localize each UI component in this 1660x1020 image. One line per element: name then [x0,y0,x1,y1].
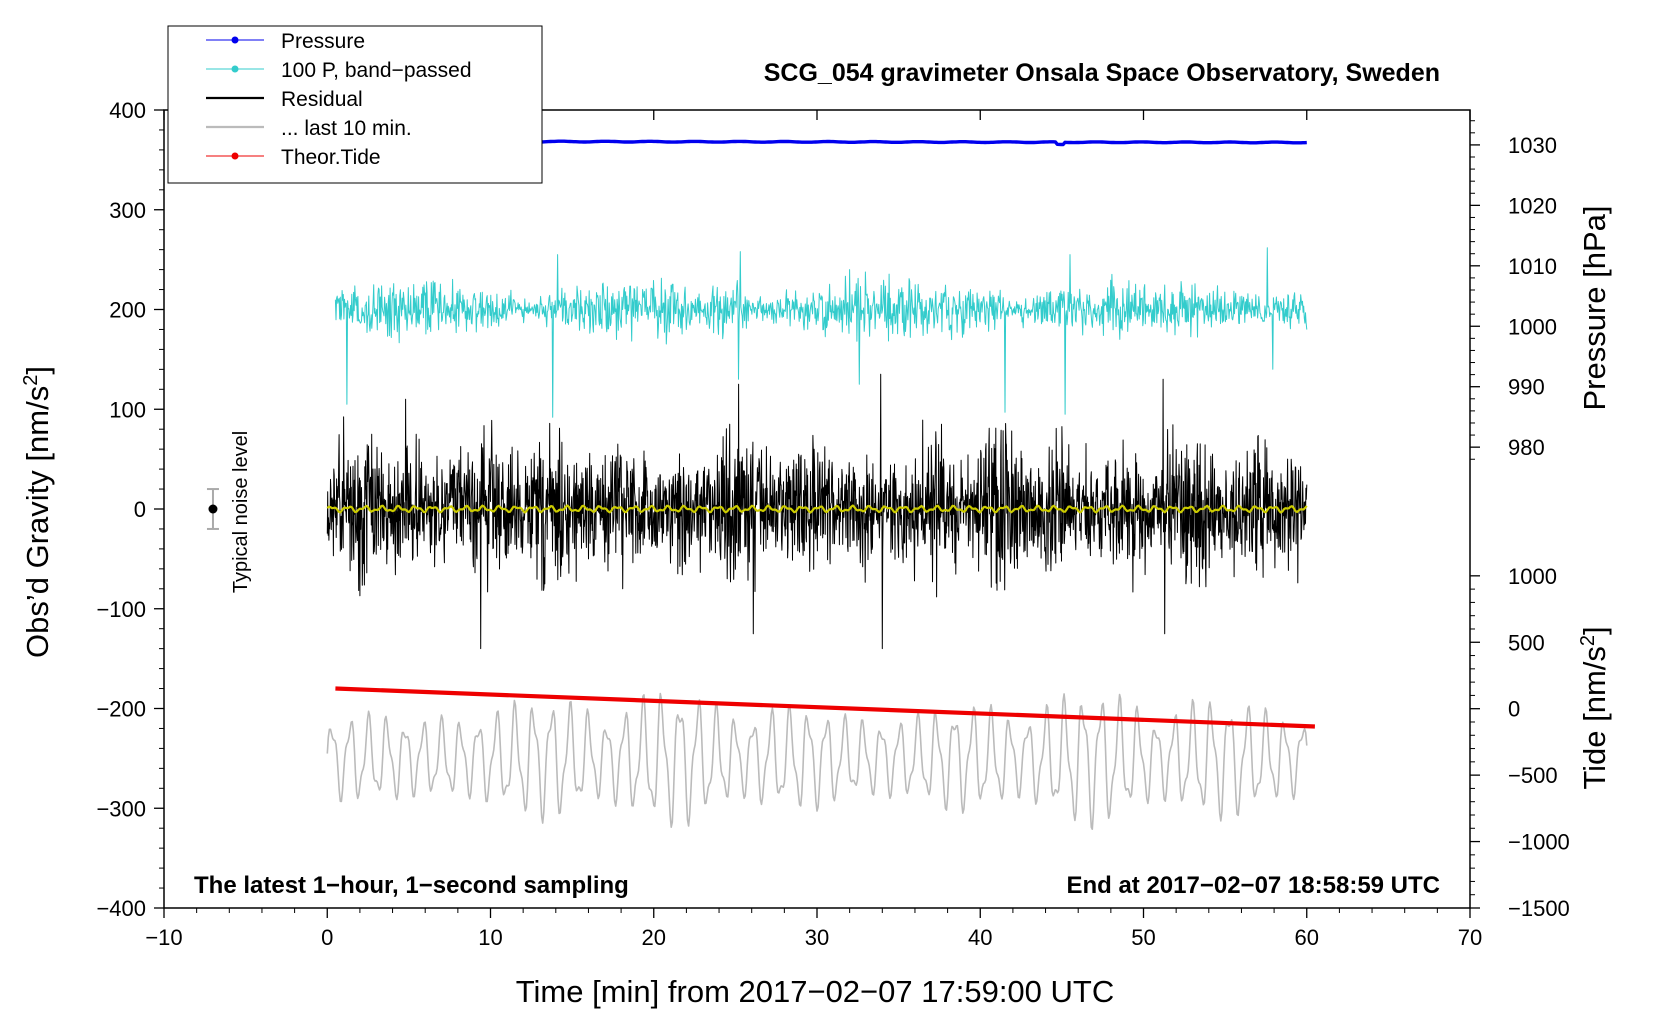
y-left-tick-label: 0 [134,497,146,522]
x-tick-label: 0 [321,925,333,950]
series-layer [326,139,1315,831]
y-left-tick-label: −400 [96,896,146,921]
legend-label: 100 P, band−passed [281,59,472,82]
y-axis-right-pressure: 1030 1020 1010 1000 990 980 [1470,120,1557,460]
y-left-tick-label: 400 [109,98,146,123]
series-residual-smoothed [326,504,1308,514]
y-left-tick-label: 300 [109,198,146,223]
y-axis-right-tide-label: Tide [nm/s2] [1577,626,1612,789]
chart-title: SCG_054 gravimeter Onsala Space Observat… [764,59,1440,87]
x-tick-label: −10 [145,925,182,950]
legend-label: Residual [281,88,363,111]
series-pressure-bandpassed [334,247,1308,418]
legend: Pressure 100 P, band−passed Residual ... la… [167,25,543,184]
sampling-note: The latest 1−hour, 1−second sampling [194,872,629,899]
pressure-tick-label: 1010 [1508,254,1557,279]
y-left-tick-label: 200 [109,298,146,323]
y-axis-left-label-close: ] [20,366,55,375]
y-left-tick-label: −200 [96,697,146,722]
legend-marker [231,36,239,44]
pressure-tick-label: 1000 [1508,314,1557,339]
tide-tick-label: 0 [1508,697,1520,722]
end-time-note: End at 2017−02−07 18:58:59 UTC [1066,872,1440,899]
series-last-10-min [326,692,1308,831]
legend-marker [231,152,239,160]
legend-label: Theor.Tide [281,146,381,169]
pressure-tick-label: 1030 [1508,133,1557,158]
series-theor-tide [335,686,1315,729]
x-tick-label: 40 [968,925,992,950]
x-tick-label: 30 [805,925,829,950]
pressure-tick-label: 980 [1508,435,1545,460]
y-left-tick-label: 100 [109,397,146,422]
y-axis-right-tide-label-sup: 2 [1577,635,1599,646]
y-left-tick-label: −100 [96,597,146,622]
y-axis-right-tide-label-close: ] [1577,626,1612,635]
noise-point [208,504,218,514]
x-tick-label: 10 [478,925,502,950]
x-axis-label: Time [min] from 2017−02−07 17:59:00 UTC [516,974,1115,1009]
legend-label: ... last 10 min. [281,117,412,140]
y-left-tick-label: −300 [96,796,146,821]
pressure-tick-label: 990 [1508,375,1545,400]
y-axis-left-label-sup: 2 [20,375,42,386]
x-tick-label: 70 [1458,925,1482,950]
y-axis-right-tide: 1000 500 0 −500 −1000 −1500 [1470,564,1570,921]
tide-tick-label: −1000 [1508,830,1570,855]
tide-tick-label: −1500 [1508,896,1570,921]
x-tick-label: 60 [1295,925,1319,950]
y-axis-left: 400 300 200 100 0 −100 −200 −300 −400 [96,98,164,921]
legend-label: Pressure [281,30,365,53]
tide-tick-label: 1000 [1508,564,1557,589]
x-tick-label: 20 [642,925,666,950]
x-tick-label: 50 [1131,925,1155,950]
legend-box [167,25,543,184]
legend-entries: Pressure 100 P, band−passed Residual ... la… [206,30,472,169]
tide-tick-label: 500 [1508,630,1545,655]
legend-marker [231,65,239,73]
series-residual [326,373,1308,650]
y-axis-left-label-text: Obs’d Gravity [nm/s [20,386,55,658]
pressure-tick-label: 1020 [1508,193,1557,218]
y-axis-right-tide-label-text: Tide [nm/s [1577,646,1612,790]
annotation-layer [206,488,219,530]
tide-tick-label: −500 [1508,763,1558,788]
y-axis-right-pressure-label: Pressure [hPa] [1577,205,1612,410]
y-axis-left-label: Obs’d Gravity [nm/s2] [20,366,55,658]
noise-level-label: Typical noise level [230,431,252,593]
x-axis: −10 0 10 20 30 40 50 60 70 [145,110,1482,950]
